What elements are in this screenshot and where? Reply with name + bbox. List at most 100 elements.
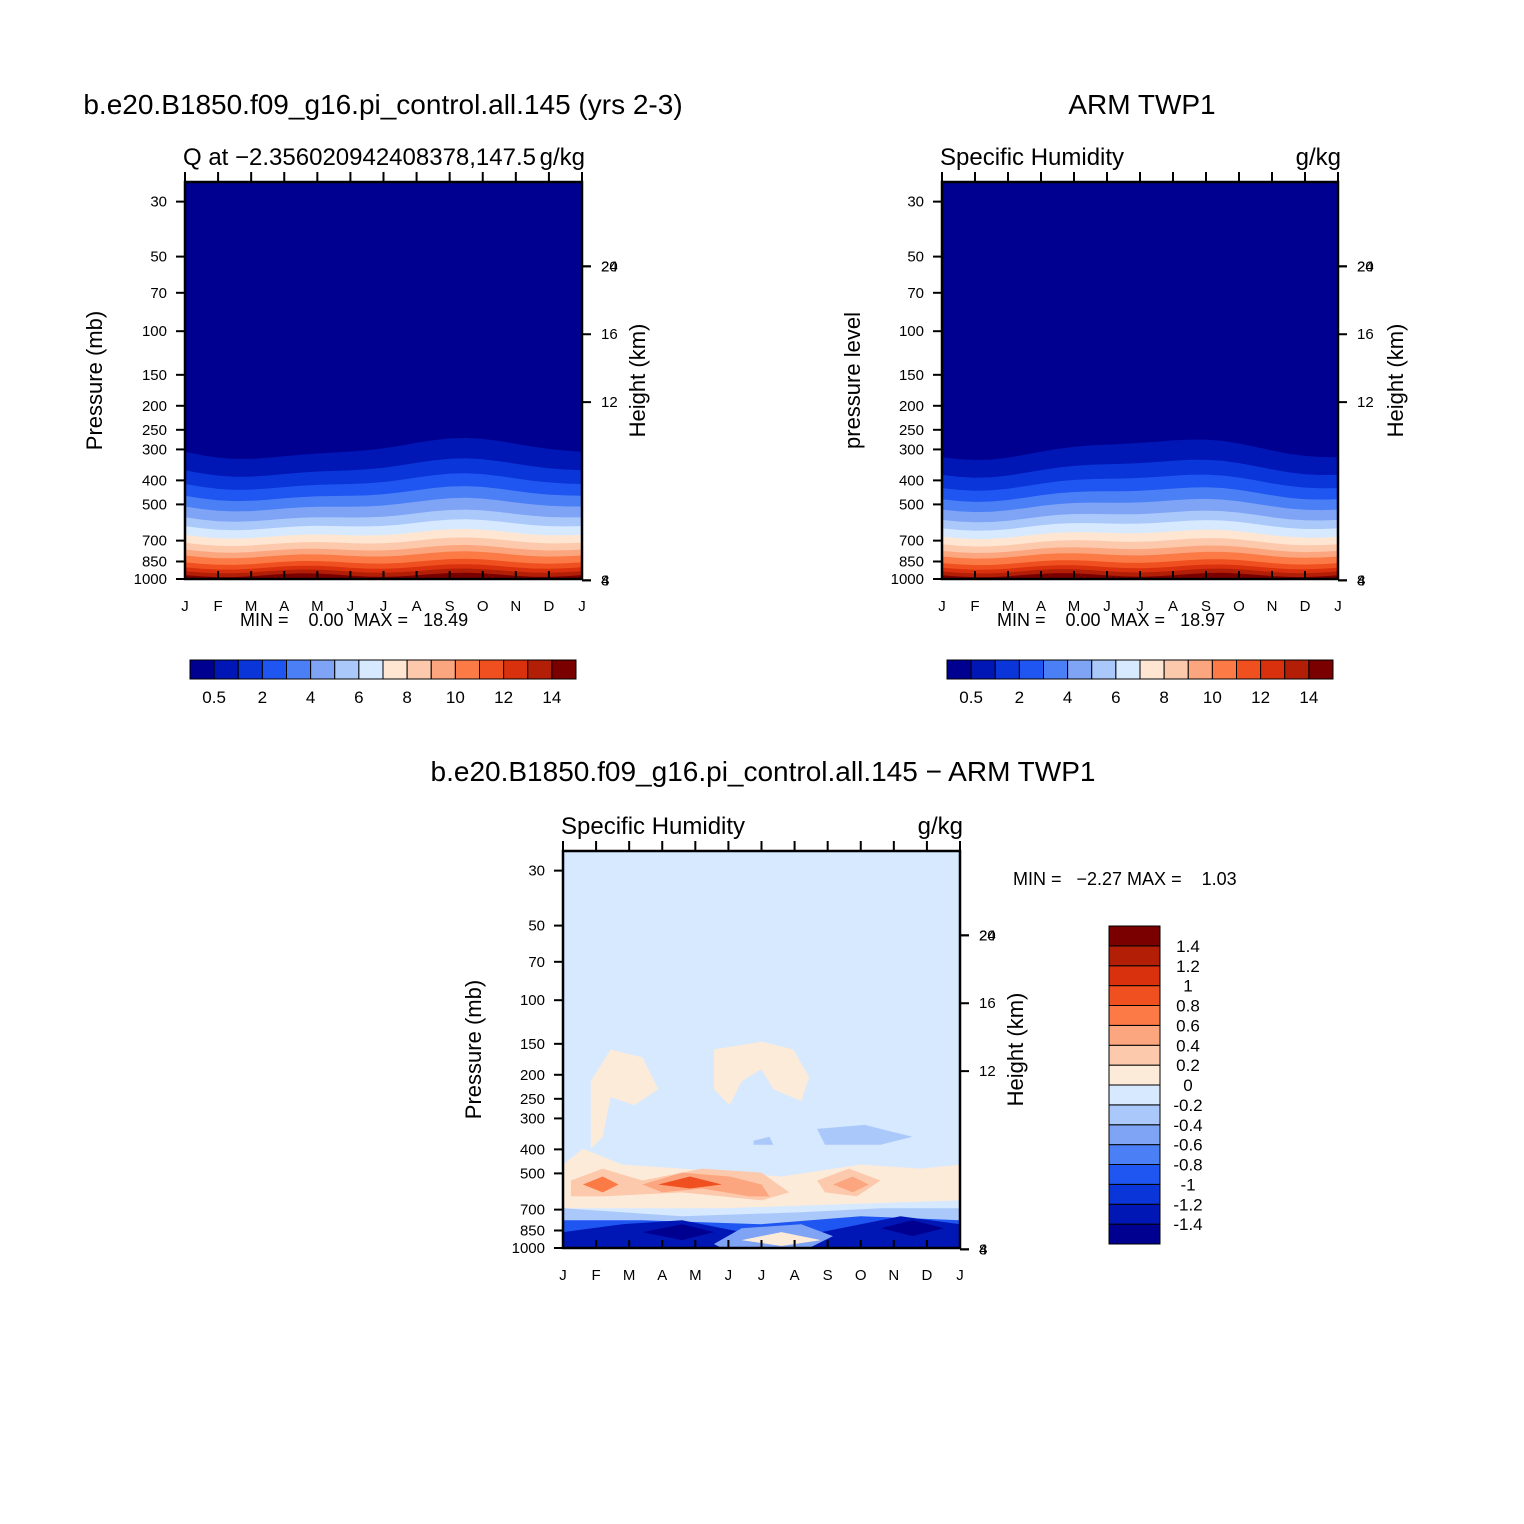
panel: b.e20.B1850.f09_g16.pi_control.all.145 (… [82, 89, 683, 707]
colorbar-box [382, 659, 408, 680]
colorbar-box [1139, 659, 1165, 680]
y2-tick-label: 20 [601, 258, 618, 275]
y-axis-label: Pressure (mb) [82, 311, 107, 450]
colorbar-label: 0.5 [959, 688, 983, 707]
colorbar-box [1108, 965, 1161, 987]
colorbar-label: -0.6 [1173, 1136, 1202, 1155]
stats: MIN = 0.00 MAX = 18.97 [997, 610, 1225, 630]
y2-tick-label: 16 [1357, 326, 1374, 343]
colorbar-box [1108, 1104, 1161, 1126]
x-tick-label: N [888, 1267, 899, 1284]
y-tick-label: 150 [899, 367, 924, 384]
y-tick-label: 200 [142, 398, 167, 415]
colorbar-box [1115, 659, 1141, 680]
y2-tick-label: 8 [979, 1241, 987, 1258]
y-tick-label: 300 [520, 1110, 545, 1127]
y-tick-label: 1000 [134, 571, 167, 588]
subtitle-right: g/kg [1296, 144, 1341, 171]
colorbar-box [1108, 1024, 1161, 1046]
y2-tick-label: 4 [1357, 572, 1365, 589]
colorbar-box [1108, 1005, 1161, 1026]
colorbar-box [237, 659, 263, 680]
x-tick-label: D [543, 598, 554, 615]
y-tick-label: 300 [142, 441, 167, 458]
contour-field [185, 182, 582, 579]
colorbar-label: -0.4 [1173, 1116, 1202, 1135]
colorbar-box [1108, 945, 1161, 967]
colorbar-box [1018, 659, 1044, 680]
x-tick-label: M [623, 1267, 636, 1284]
colorbar-label: 1.2 [1176, 957, 1200, 976]
y-tick-label: 400 [142, 472, 167, 489]
colorbar-box [454, 659, 480, 680]
y-tick-label: 400 [899, 472, 924, 489]
contour-band [753, 1136, 774, 1145]
y-tick-label: 250 [142, 422, 167, 439]
contour-band [880, 1220, 945, 1237]
y2-axis-label: Height (km) [625, 324, 650, 438]
y-tick-label: 500 [142, 496, 167, 513]
y-tick-label: 700 [899, 533, 924, 550]
contour-field [563, 851, 960, 1248]
colorbar-label: 12 [494, 688, 513, 707]
x-tick-label: J [181, 598, 189, 615]
x-tick-label: A [657, 1267, 667, 1284]
colorbar-box [406, 659, 432, 680]
y-tick-label: 100 [142, 323, 167, 340]
colorbar-box [213, 659, 239, 680]
subtitle-right: g/kg [540, 144, 585, 171]
y-tick-label: 250 [899, 422, 924, 439]
colorbar-label: -0.2 [1173, 1096, 1202, 1115]
x-tick-label: N [510, 598, 521, 615]
x-tick-label: M [1002, 598, 1015, 615]
x-tick-label: J [725, 1267, 733, 1284]
x-tick-label: S [445, 598, 455, 615]
x-tick-label: M [245, 598, 258, 615]
x-tick-label: M [689, 1267, 702, 1284]
colorbar-box [970, 659, 996, 680]
colorbar-box [1108, 1144, 1161, 1165]
colorbar-box [261, 659, 287, 680]
colorbar-label: 8 [1159, 688, 1168, 707]
y2-axis-label: Height (km) [1383, 324, 1408, 438]
colorbar-label: 6 [354, 688, 363, 707]
y-tick-label: 50 [150, 249, 167, 266]
y-tick-label: 50 [528, 918, 545, 935]
colorbar-box [1236, 659, 1262, 680]
contour-band [642, 1224, 714, 1241]
colorbar-box [1284, 659, 1310, 680]
colorbar-label: 10 [446, 688, 465, 707]
panel-title: b.e20.B1850.f09_g16.pi_control.all.145 (… [83, 89, 682, 120]
colorbar-label: 14 [1299, 688, 1318, 707]
colorbar-box [1108, 1203, 1161, 1225]
colorbar-label: 4 [306, 688, 315, 707]
colorbar-label: 2 [1015, 688, 1024, 707]
colorbar-box [994, 659, 1020, 680]
stats: MIN = 0.00 MAX = 18.49 [240, 610, 468, 630]
x-tick-label: A [1036, 598, 1046, 615]
y2-tick-label: 4 [601, 572, 609, 589]
panel: b.e20.B1850.f09_g16.pi_control.all.145 −… [431, 756, 1237, 1284]
x-tick-label: J [1334, 598, 1342, 615]
y-axis-label: Pressure (mb) [461, 980, 486, 1119]
colorbar-box [1108, 1084, 1161, 1106]
y-tick-label: 150 [142, 367, 167, 384]
y2-tick-label: 12 [979, 1063, 996, 1080]
y2-axis-label: Height (km) [1003, 993, 1028, 1107]
colorbar-box [189, 659, 215, 680]
y2-tick-label: 16 [979, 995, 996, 1012]
colorbar-box [479, 659, 505, 680]
colorbar-label: 10 [1203, 688, 1222, 707]
x-tick-label: A [412, 598, 422, 615]
x-tick-label: A [1168, 598, 1178, 615]
colorbar-label: 0.6 [1176, 1016, 1200, 1035]
y2-tick-label: 24 [1357, 258, 1374, 275]
x-tick-label: F [591, 1267, 600, 1284]
colorbar-box [946, 659, 972, 680]
colorbar-label: 14 [542, 688, 561, 707]
colorbar-box [1187, 659, 1213, 680]
y-tick-label: 30 [528, 863, 545, 880]
colorbar-label: -1.2 [1173, 1195, 1202, 1214]
y-tick-label: 30 [907, 194, 924, 211]
y-tick-label: 50 [907, 249, 924, 266]
